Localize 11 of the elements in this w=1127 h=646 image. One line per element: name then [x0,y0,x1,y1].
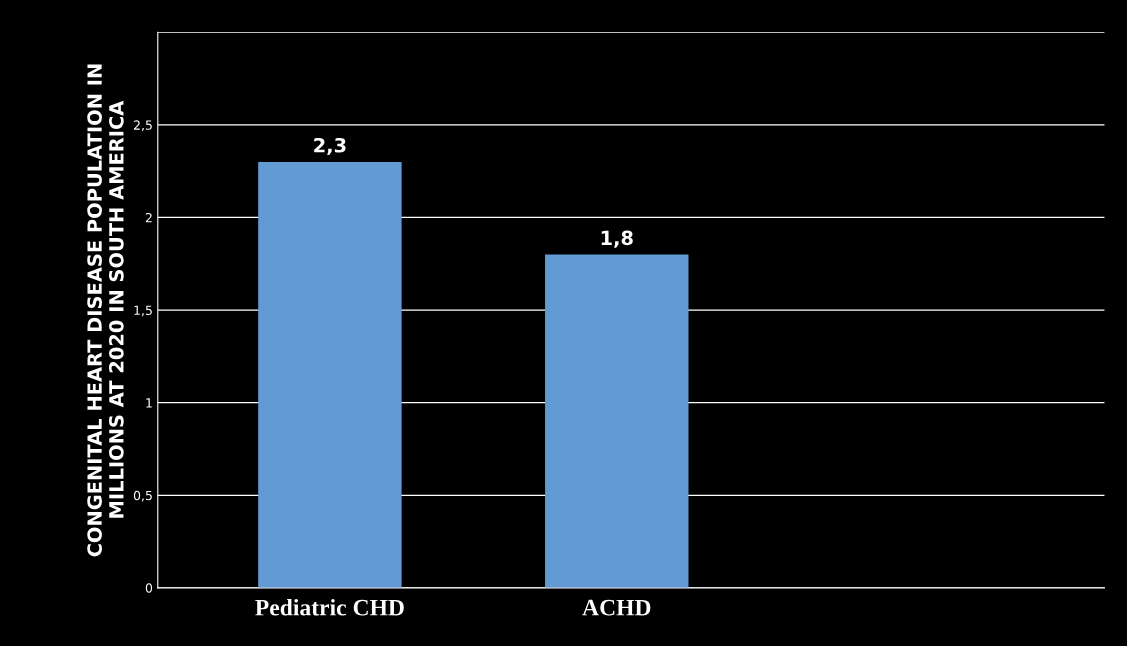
x-tick-label: ACHD [582,599,651,616]
y-tick-label: 2 [145,212,152,223]
y-tick-label: 1,5 [134,305,152,317]
y-tick-label: 1 [146,398,152,408]
data-label: 2,3 [314,137,346,156]
y-tick-label: 2,5 [133,120,152,132]
data-label: 1,8 [601,230,633,248]
x-tick-label: Pediatric CHD [255,598,404,616]
y-tick-label: 0 [145,583,153,593]
y-tick-label: 0,5 [133,490,152,502]
y-axis-title: CONGENITAL HEART DISEASE POPULATION IN MILLIONS AT 2020 IN SOUTH AMERICA [87,64,124,557]
